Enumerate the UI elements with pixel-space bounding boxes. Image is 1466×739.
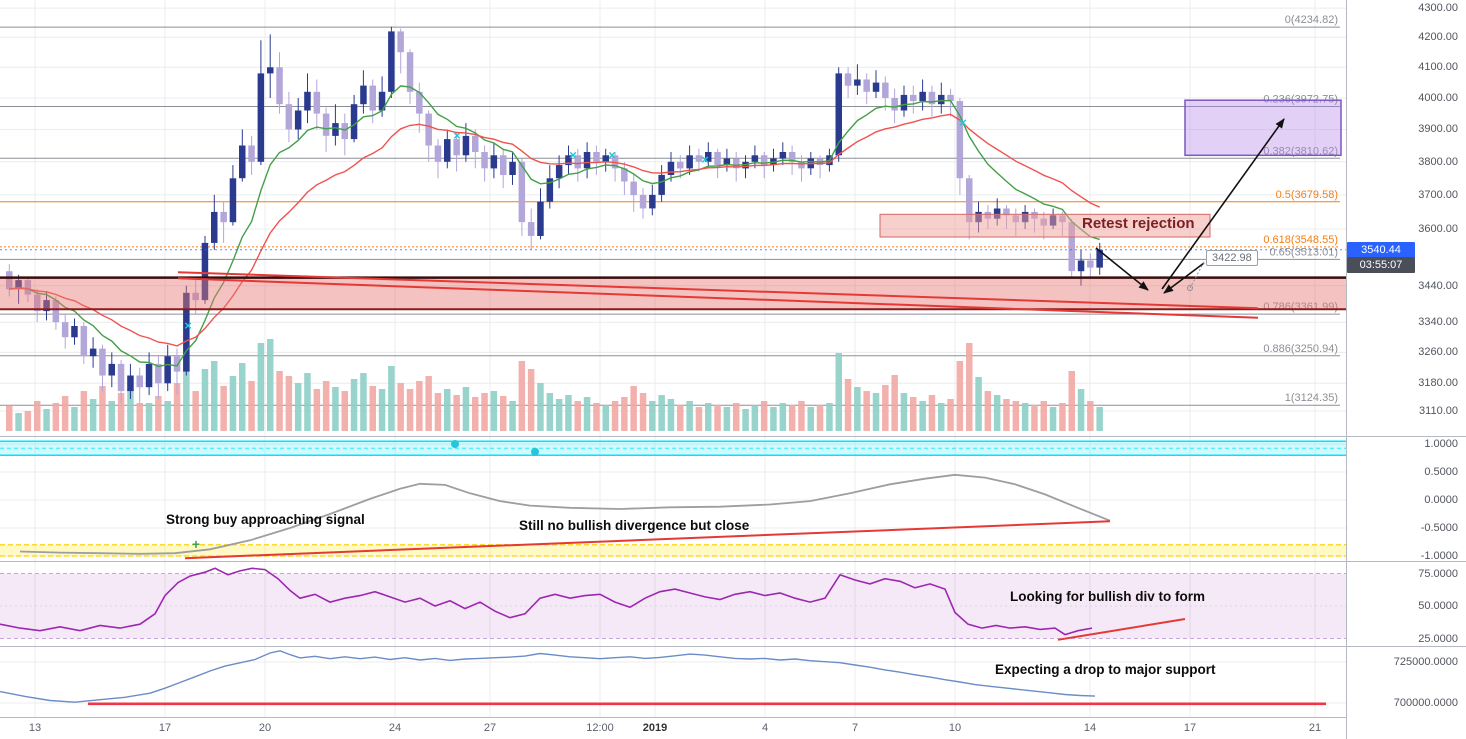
price-axis-tick: 0.0000 (1424, 494, 1458, 506)
price-axis-tick: 0.5000 (1424, 466, 1458, 478)
fib-level-label: 0.886(3250.94) (1263, 343, 1338, 355)
volume-bars (6, 339, 1103, 431)
price-axis-tick: 3800.00 (1418, 155, 1458, 168)
oscillator-lines: + (19, 440, 1111, 560)
price-axis-tick: 50.0000 (1418, 600, 1458, 612)
trade-markers: × × × × × × (184, 115, 967, 333)
price-axis-tick: 3260.00 (1418, 346, 1458, 359)
price-axis-tick: 3340.00 (1418, 316, 1458, 329)
price-axis-tick: 75.0000 (1418, 567, 1458, 580)
price-axis-tick: 25.0000 (1418, 632, 1458, 645)
fib-retracement-lines[interactable]: 0(4234.82)0.236(3972.75)0.382(3810.62)0.… (0, 14, 1340, 406)
oscillator-pane[interactable]: + (0, 436, 1346, 561)
price-axis-tick: 3900.00 (1418, 123, 1458, 136)
buy-plus-icon: + (192, 536, 200, 552)
time-axis-label: 17 (158, 722, 172, 734)
annotation-strong-buy[interactable]: Strong buy approaching signal (166, 512, 365, 527)
rsi-band (0, 573, 1346, 639)
price-axis-tick: 725000.0000 (1393, 656, 1458, 668)
price-axis-tick: 700000.0000 (1393, 697, 1458, 709)
fib-level-label: 1(3124.35) (1285, 392, 1338, 404)
annotation-bullish-div[interactable]: Looking for bullish div to form (1010, 589, 1205, 604)
price-axis-tick: 3110.00 (1419, 404, 1458, 417)
price-axis[interactable]: 3540.44 03:55:07 4300.00 4200.00 4100.00 40… (1346, 0, 1466, 739)
price-axis-tick: -1.0000 (1420, 550, 1458, 562)
countdown-badge: 03:55:07 (1347, 257, 1415, 273)
flow-pane[interactable] (0, 646, 1346, 717)
gridlines (34, 561, 1316, 646)
time-axis-label: 4 (761, 722, 769, 734)
pane-separator[interactable] (0, 436, 1466, 437)
price-axis-tick: 3180.00 (1418, 377, 1458, 390)
oscillator-bands (0, 440, 1346, 557)
annotation-retest-rejection[interactable]: Retest rejection (1082, 215, 1195, 232)
support-resistance-zones[interactable] (0, 99, 1346, 311)
time-axis-label: 27 (483, 722, 497, 734)
fib-level-label: 0.5(3679.58) (1276, 189, 1338, 201)
pane-separator[interactable] (0, 561, 1466, 562)
time-axis-label: 17 (1183, 722, 1197, 734)
trade-marker-icon: × (569, 147, 577, 162)
last-price-badge: 3540.44 (1347, 242, 1415, 258)
price-axis-tick: 4300.00 (1418, 2, 1458, 15)
time-axis[interactable]: 13 17 20 24 27 12:00 2019 4 7 10 14 17 21 (0, 717, 1346, 739)
moving-average-lines (9, 85, 1100, 368)
annotation-drop-support[interactable]: Expecting a drop to major support (995, 662, 1216, 677)
fib-level-label: 0.382(3810.62) (1263, 145, 1338, 157)
price-axis-tick: -0.5000 (1420, 522, 1458, 534)
trade-marker-icon: × (701, 152, 709, 167)
price-axis-tick: 4200.00 (1418, 31, 1458, 44)
time-axis-label: 13 (28, 722, 42, 734)
price-axis-tick: 3440.00 (1418, 279, 1458, 292)
time-axis-label: 24 (388, 722, 402, 734)
trade-marker-icon: × (184, 318, 192, 333)
flow-lines (0, 650, 1326, 706)
time-axis-label: 7 (851, 722, 859, 734)
annotation-no-divergence[interactable]: Still no bullish divergence but close (519, 518, 750, 533)
time-axis-label: 12:00 (586, 722, 614, 734)
trendlines-and-arrows[interactable] (0, 118, 1346, 319)
price-axis-tick: 1.0000 (1424, 438, 1458, 450)
trade-marker-icon: × (959, 115, 967, 130)
gridlines (0, 0, 1346, 436)
price-float-label[interactable]: 3422.98 (1206, 250, 1258, 266)
pane-separator[interactable] (0, 646, 1466, 647)
time-axis-label: 2019 (642, 722, 668, 734)
fib-level-label: 0.65(3513.01) (1270, 246, 1339, 258)
time-axis-label: 14 (1083, 722, 1097, 734)
trade-marker-icon: × (453, 128, 461, 143)
rsi-pane[interactable] (0, 561, 1346, 646)
time-axis-label: 20 (258, 722, 272, 734)
fib-level-label: 0.618(3548.55) (1263, 234, 1338, 246)
time-axis-label: 21 (1308, 722, 1322, 734)
price-axis-tick: 3700.00 (1418, 188, 1458, 201)
price-axis-tick: 4100.00 (1418, 61, 1458, 74)
price-axis-tick: 3600.00 (1418, 223, 1458, 236)
main-price-pane[interactable]: 0(4234.82)0.236(3972.75)0.382(3810.62)0.… (0, 0, 1346, 436)
fib-level-label: 0(4234.82) (1285, 14, 1338, 26)
time-axis-label: 10 (948, 722, 962, 734)
price-axis-tick: 4000.00 (1418, 92, 1458, 104)
rsi-lines (0, 567, 1186, 641)
trade-marker-icon: × (608, 147, 616, 162)
